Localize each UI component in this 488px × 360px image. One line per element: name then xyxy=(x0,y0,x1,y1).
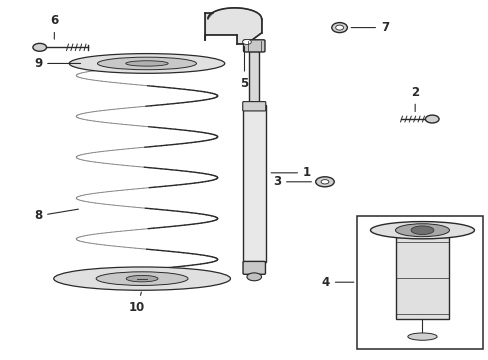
Polygon shape xyxy=(242,105,265,262)
Text: 5: 5 xyxy=(240,46,248,90)
Ellipse shape xyxy=(96,272,188,285)
Text: 4: 4 xyxy=(321,276,353,289)
Text: 9: 9 xyxy=(34,57,81,70)
Ellipse shape xyxy=(125,61,168,66)
Ellipse shape xyxy=(97,57,196,70)
Polygon shape xyxy=(205,8,261,44)
FancyBboxPatch shape xyxy=(243,40,264,52)
Text: 10: 10 xyxy=(129,292,145,314)
Ellipse shape xyxy=(321,180,328,184)
FancyBboxPatch shape xyxy=(243,261,265,274)
Ellipse shape xyxy=(54,267,230,290)
Text: 1: 1 xyxy=(271,166,310,179)
Text: 2: 2 xyxy=(410,86,418,112)
Bar xyxy=(356,216,483,348)
Ellipse shape xyxy=(425,115,438,123)
Ellipse shape xyxy=(395,224,448,237)
Text: 7: 7 xyxy=(350,21,388,34)
Text: 6: 6 xyxy=(50,14,59,39)
Ellipse shape xyxy=(33,43,46,51)
Ellipse shape xyxy=(315,177,333,187)
Ellipse shape xyxy=(246,273,261,281)
Ellipse shape xyxy=(69,54,224,73)
Text: 8: 8 xyxy=(34,209,78,222)
Ellipse shape xyxy=(335,25,343,30)
FancyBboxPatch shape xyxy=(242,102,265,111)
Ellipse shape xyxy=(370,222,473,239)
Polygon shape xyxy=(249,51,259,108)
Ellipse shape xyxy=(126,275,158,282)
Ellipse shape xyxy=(331,23,346,33)
Bar xyxy=(395,237,448,319)
Ellipse shape xyxy=(242,40,251,44)
Ellipse shape xyxy=(410,226,433,234)
Ellipse shape xyxy=(407,333,436,340)
Text: 3: 3 xyxy=(272,175,311,188)
